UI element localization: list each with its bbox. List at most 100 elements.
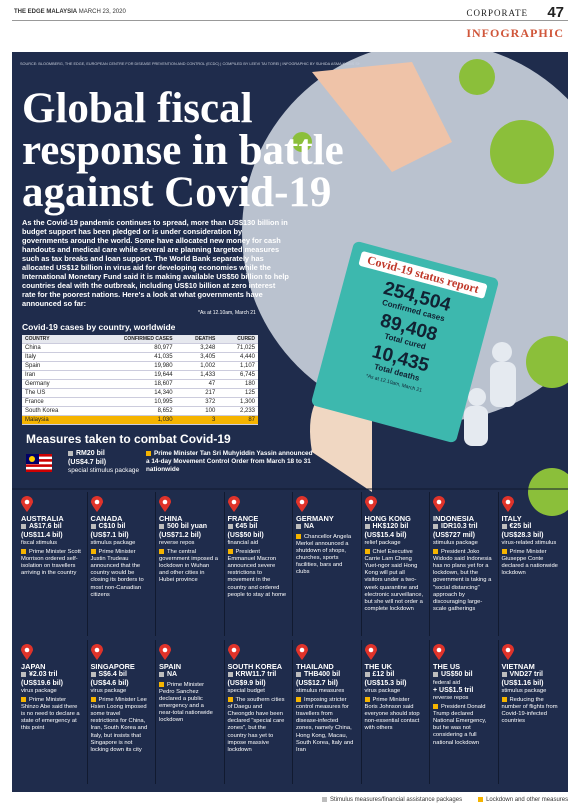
extra-type: reverse repos xyxy=(433,695,469,701)
type: virus package xyxy=(21,688,57,694)
title-line: against Covid-19 xyxy=(22,169,332,216)
pub-date: MARCH 23, 2020 xyxy=(78,9,126,15)
country-name: ITALY xyxy=(501,514,522,523)
lockdown-key xyxy=(364,549,370,554)
country: AUSTRALIA A$17.6 bil (US$11.4 bil) fiscal s… xyxy=(18,492,84,636)
viruses xyxy=(292,59,568,516)
decoration xyxy=(12,52,568,516)
source: SOURCE: BLOOMBERG, THE EDGE, EUROPEAN CE… xyxy=(20,62,360,66)
pin xyxy=(433,644,445,660)
country-name: SINGAPORE xyxy=(90,662,135,671)
table-cell: 1,030 xyxy=(86,415,176,425)
pin xyxy=(364,644,377,660)
table-cell: 8,652 xyxy=(86,406,176,416)
column-header: DEATHS xyxy=(175,335,219,344)
usd: (US$1.16 bil) xyxy=(501,679,544,687)
amount: VND27 tril xyxy=(509,671,543,678)
note: Prime Minister Giuseppe Conte declared a… xyxy=(501,549,561,577)
intro: As the Covid-19 pandemic continues to sp… xyxy=(22,218,289,308)
legend: Stimulus measures/financial assistance p… xyxy=(322,797,580,803)
figures xyxy=(464,342,516,446)
extra-amount: + US$1.5 tril xyxy=(433,686,474,694)
table-cell: 18,607 xyxy=(86,379,176,389)
table-cell: 6,745 xyxy=(218,370,258,380)
usd: (US$15.4 bil) xyxy=(364,531,407,539)
lockdown-key xyxy=(21,697,26,702)
table-cell: Germany xyxy=(22,379,87,389)
table-cell: China xyxy=(22,343,87,353)
table-row: Iran 19,644 1,433 6,745 xyxy=(22,370,258,380)
country: SINGAPORE S$6.4 bil (US$4.6 bil) virus pack… xyxy=(86,640,153,784)
country-name: INDONESIA xyxy=(433,514,475,523)
legend-item: Stimulus measures/financial assistance p… xyxy=(322,797,462,803)
publication: THE EDGE MALAYSIA MARCH 23, 2020 xyxy=(14,9,126,15)
type: special stimulus package xyxy=(68,467,140,474)
type: stimulus package xyxy=(501,688,547,694)
note: Prime Minister Shinzo Abe said there is … xyxy=(21,697,81,733)
note-text: Prime Minister Pedro Sanchez declared a … xyxy=(159,681,213,723)
malaysia-flag xyxy=(26,454,52,472)
table-cell: 71,025 xyxy=(218,343,258,353)
amount: ¥2.03 tril xyxy=(29,671,58,678)
note-text: Prime Minister Scott Morrison ordered se… xyxy=(21,549,81,577)
lockdown-key xyxy=(501,549,507,554)
note-text: President Emmanuel Macron announced seve… xyxy=(227,549,287,598)
country: CHINA 500 bil yuan (US$71.2 bil) reverse re… xyxy=(155,492,221,636)
pin xyxy=(227,496,240,512)
table-row: Italy 41,035 3,405 4,440 xyxy=(22,352,258,362)
amount: RM20 bil xyxy=(76,450,105,457)
table-title: Covid-19 cases by country, worldwide xyxy=(22,319,258,335)
table-row: Malaysia 1,030 3 87 xyxy=(22,415,258,425)
amount-line: THB400 bil xyxy=(296,671,355,680)
table-cell: 372 xyxy=(175,397,219,407)
amount: NA xyxy=(167,671,178,678)
country: GERMANY NA Chancellor Angela Merkel announ… xyxy=(292,492,358,636)
table-cell: The US xyxy=(22,388,87,398)
amount: HK$120 bil xyxy=(372,523,409,530)
table-row: South Korea 8,652 100 2,233 xyxy=(22,406,258,416)
pin xyxy=(159,644,171,660)
lockdown-key xyxy=(296,697,301,702)
note-text: Chief Executive Carrie Lam Cheng Yuet-ng… xyxy=(364,549,424,612)
country: THAILAND THB400 bil (US$12.7 bil) stimulus … xyxy=(292,640,358,784)
stimulus-key xyxy=(433,523,438,529)
table-row: China 80,977 3,248 71,025 xyxy=(22,343,258,353)
amount: IDR10.3 tril xyxy=(441,523,478,530)
table-cell: 3,248 xyxy=(175,343,219,353)
rule xyxy=(12,20,568,21)
type: virus-related stimulus xyxy=(501,540,557,546)
lockdown-key xyxy=(296,533,301,539)
lockdown-key xyxy=(146,450,151,456)
lockdown-key xyxy=(90,549,96,554)
table-box: Covid-19 cases by country, worldwide COU… xyxy=(22,319,258,425)
table-cell: 47 xyxy=(175,379,219,389)
table-cell: 125 xyxy=(218,388,258,398)
stimulus-key xyxy=(364,671,370,677)
note: Prime Minister Lee Hsien Loong imposed s… xyxy=(90,697,150,754)
amount-line: KRW11.7 tril xyxy=(227,671,287,680)
note-text: Prime Minister Lee Hsien Loong imposed s… xyxy=(90,697,148,753)
country-name: CANADA xyxy=(90,514,123,523)
table-cell: 10,995 xyxy=(86,397,176,407)
pin xyxy=(90,496,103,512)
note: Prime Minister Tan Sri Muhyiddin Yassin … xyxy=(146,450,313,473)
note: Prime Minister Scott Morrison ordered se… xyxy=(21,549,81,577)
amount-line: NA xyxy=(159,671,218,680)
title: Global fiscal response in battle against C… xyxy=(22,87,344,216)
legend-key xyxy=(478,797,484,802)
type: financial aid xyxy=(227,540,259,546)
country: ITALY €25 bil (US$28.3 bil) virus-related s… xyxy=(497,492,564,636)
note: President Donald Trump declared National… xyxy=(433,704,492,747)
table-cell: 3 xyxy=(175,415,219,425)
table-header: COUNTRY CONFIRMED CASES DEATHS CURED xyxy=(22,335,258,344)
type: stimulus package xyxy=(433,540,478,546)
stimulus-key xyxy=(433,671,438,677)
table-row: Germany 18,607 47 180 xyxy=(22,379,258,389)
note: Prime Minister Pedro Sanchez declared a … xyxy=(159,681,218,725)
type: stimulus package xyxy=(90,540,136,546)
country: THE UK £12 bil (US$15.3 bil) virus package P… xyxy=(360,640,427,784)
amount-line: €45 bil xyxy=(227,523,287,532)
table-cell: 80,977 xyxy=(86,343,176,353)
country-name: SPAIN xyxy=(159,662,182,671)
table-cell: 2,233 xyxy=(218,406,258,416)
